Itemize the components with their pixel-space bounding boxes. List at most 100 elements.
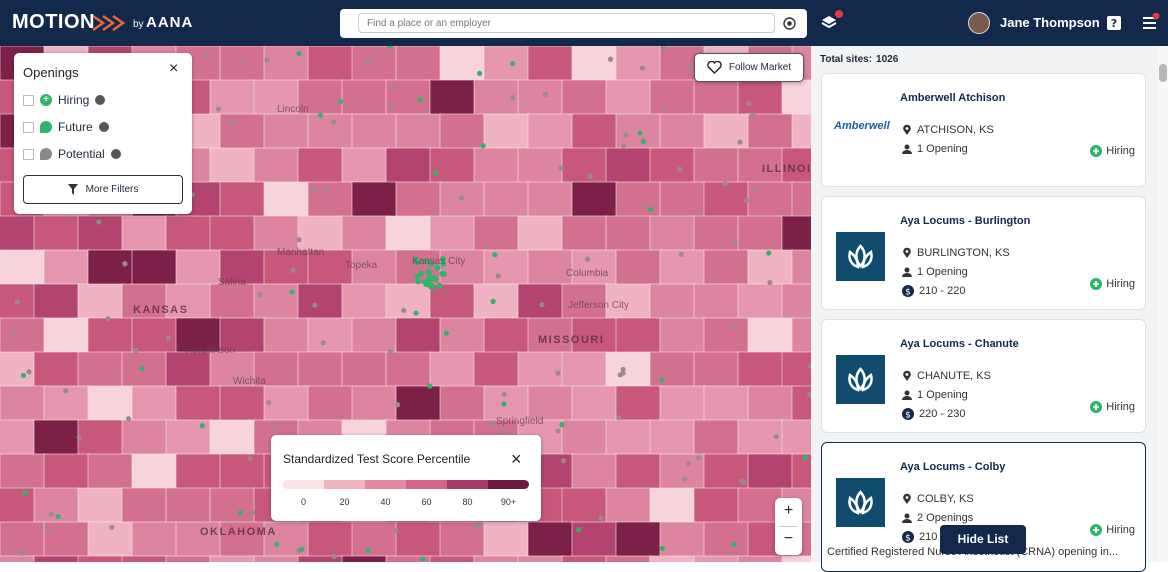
site-dot[interactable] <box>76 434 82 441</box>
close-button[interactable]: × <box>511 449 522 469</box>
hiring-dot[interactable] <box>365 547 371 554</box>
filter-option[interactable]: Future <box>23 120 109 134</box>
site-dot[interactable] <box>63 388 69 394</box>
hiring-dot[interactable] <box>420 556 426 562</box>
site-dot[interactable] <box>773 433 779 440</box>
hiring-dot[interactable] <box>576 527 582 533</box>
site-dot[interactable] <box>133 347 139 353</box>
site-dot[interactable] <box>395 402 401 408</box>
site-dot[interactable] <box>459 195 465 201</box>
hiring-dot[interactable] <box>510 61 516 67</box>
hiring-dot[interactable] <box>637 130 643 136</box>
checkbox[interactable] <box>23 148 34 160</box>
site-dot[interactable] <box>96 219 102 225</box>
site-dot[interactable] <box>732 238 738 245</box>
hiring-dot[interactable] <box>492 252 498 258</box>
help-icon[interactable]: ? <box>1106 15 1122 31</box>
user-name[interactable]: Jane Thompson <box>1000 15 1100 30</box>
hiring-dot[interactable] <box>443 330 450 336</box>
clear-icon[interactable] <box>783 17 796 30</box>
site-dot[interactable] <box>620 366 626 372</box>
site-dot[interactable] <box>323 186 329 192</box>
site-dot[interactable] <box>45 525 51 532</box>
hiring-dot[interactable] <box>414 273 421 280</box>
close-button[interactable]: × <box>169 60 179 77</box>
hiring-dot[interactable] <box>427 283 434 290</box>
site-dot[interactable] <box>767 279 773 286</box>
hiring-dot[interactable] <box>428 260 435 267</box>
site-name[interactable]: Aya Locums - Chanute <box>900 338 1019 350</box>
info-icon[interactable] <box>98 122 109 132</box>
hiring-dot[interactable] <box>427 383 433 389</box>
info-icon[interactable] <box>110 149 121 159</box>
more-filters-button[interactable]: More Filters <box>23 175 183 204</box>
hiring-dot[interactable] <box>766 250 772 256</box>
site-dot[interactable] <box>266 400 272 406</box>
site-dot[interactable] <box>26 369 32 375</box>
hiring-dot[interactable] <box>436 282 443 289</box>
hiring-dot[interactable] <box>432 170 439 176</box>
site-dot[interactable] <box>542 91 549 98</box>
site-dot[interactable] <box>678 251 684 257</box>
site-dot[interactable] <box>501 391 507 397</box>
site-dot[interactable] <box>249 509 255 516</box>
hiring-dot[interactable] <box>640 138 646 145</box>
site-dot[interactable] <box>18 550 24 556</box>
site-dot[interactable] <box>274 424 280 430</box>
zoom-out[interactable]: − <box>783 530 794 547</box>
site-dot[interactable] <box>393 528 399 534</box>
site-dot[interactable] <box>14 299 20 305</box>
hiring-dot[interactable] <box>289 289 295 295</box>
site-name[interactable]: Aya Locums - Burlington <box>900 215 1031 227</box>
site-dot[interactable] <box>48 511 54 517</box>
hiring-dot[interactable] <box>431 275 438 282</box>
site-dot[interactable] <box>264 57 270 63</box>
site-dot[interactable] <box>808 363 811 370</box>
site-dot[interactable] <box>241 58 247 64</box>
hiring-dot[interactable] <box>440 271 447 278</box>
site-card[interactable]: Amberwell Amberwell Atchison ATCHISON, KS 1… <box>821 73 1146 187</box>
follow-market-button[interactable]: Follow Market <box>694 53 804 82</box>
site-dot[interactable] <box>598 515 604 521</box>
site-dot[interactable] <box>639 65 646 71</box>
site-dot[interactable] <box>320 340 326 346</box>
site-dot[interactable] <box>695 455 702 461</box>
site-dot[interactable] <box>331 119 337 125</box>
site-dot[interactable] <box>743 197 750 204</box>
hiring-dot[interactable] <box>139 366 145 372</box>
site-dot[interactable] <box>677 166 683 172</box>
site-dot[interactable] <box>682 476 688 482</box>
site-dot[interactable] <box>387 104 393 110</box>
site-dot[interactable] <box>365 59 371 65</box>
site-dot[interactable] <box>401 307 407 313</box>
hiring-dot[interactable] <box>659 377 665 383</box>
site-dot[interactable] <box>752 186 759 192</box>
site-dot[interactable] <box>476 523 483 529</box>
hiring-dot[interactable] <box>387 46 393 49</box>
site-dot[interactable] <box>750 112 756 118</box>
avatar[interactable] <box>968 12 990 34</box>
hiring-dot[interactable] <box>22 490 28 496</box>
hiring-dot[interactable] <box>490 298 496 304</box>
site-dot[interactable] <box>807 391 811 398</box>
site-card[interactable]: Aya Locums - Burlington BURLINGTON, KS 1 O… <box>821 196 1146 310</box>
hiring-dot[interactable] <box>559 422 565 428</box>
site-dot[interactable] <box>290 267 296 273</box>
site-dot[interactable] <box>660 46 666 51</box>
site-dot[interactable] <box>215 106 222 112</box>
site-dot[interactable] <box>203 51 209 58</box>
site-dot[interactable] <box>621 143 627 149</box>
site-card[interactable]: Aya Locums - Chanute CHANUTE, KS 1 Opening… <box>821 319 1146 433</box>
site-dot[interactable] <box>555 370 561 376</box>
site-dot[interactable] <box>560 458 567 464</box>
hide-list-button[interactable]: Hide List <box>940 525 1026 554</box>
hiring-dot[interactable] <box>417 96 423 103</box>
site-dot[interactable] <box>165 335 172 341</box>
site-dot[interactable] <box>558 165 564 171</box>
site-dot[interactable] <box>296 237 302 243</box>
hiring-dot[interactable] <box>440 260 447 267</box>
info-icon[interactable] <box>95 95 106 105</box>
site-dot[interactable] <box>311 187 317 193</box>
hiring-dot[interactable] <box>299 546 305 553</box>
site-dot[interactable] <box>746 100 752 106</box>
